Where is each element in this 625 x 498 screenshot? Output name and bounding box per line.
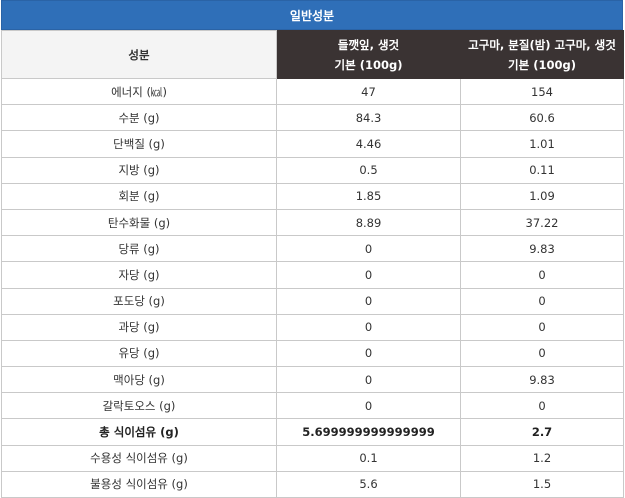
table-row: 수용성 식이섬유 (g) 0.1 1.2 — [1, 444, 624, 472]
row-label: 불용성 식이섬유 (g) — [1, 470, 277, 498]
food-1-value: 5.6 — [276, 470, 461, 498]
food-1-value: 47 — [276, 77, 461, 106]
food-2-value: 0 — [460, 287, 624, 315]
column-header-food-2: 고구마, 분질(밤) 고구마, 생것 기본 (100g) — [460, 30, 624, 79]
food-2-value: 1.01 — [460, 130, 624, 158]
table-row: 지방 (g) 0.5 0.11 — [1, 156, 624, 184]
food-2-value: 1.2 — [460, 444, 624, 472]
table-row: 맥아당 (g) 0 9.83 — [1, 366, 624, 394]
table-row: 과당 (g) 0 0 — [1, 313, 624, 341]
row-label: 갈락토오스 (g) — [1, 392, 277, 420]
table-row: 갈락토오스 (g) 0 0 — [1, 392, 624, 420]
food-1-value: 0 — [276, 313, 461, 341]
nutrition-table: 성분 들깻잎, 생것 기본 (100g) 고구마, 분질(밤) 고구마, 생것 … — [1, 30, 624, 498]
row-label: 에너지 (㎉) — [1, 77, 277, 106]
food-1-value: 0.1 — [276, 444, 461, 472]
food-2-value: 60.6 — [460, 104, 624, 132]
row-label: 지방 (g) — [1, 156, 277, 184]
column-header-food-1: 들깻잎, 생것 기본 (100g) — [276, 30, 461, 79]
food-1-basis: 기본 (100g) — [334, 57, 403, 72]
table-row: 불용성 식이섬유 (g) 5.6 1.5 — [1, 470, 624, 498]
food-2-value: 1.5 — [460, 470, 624, 498]
row-label: 포도당 (g) — [1, 287, 277, 315]
food-1-value: 0 — [276, 235, 461, 263]
food-1-value: 0 — [276, 261, 461, 289]
row-label: 유당 (g) — [1, 339, 277, 368]
table-row-total-fiber: 총 식이섬유 (g) 5.699999999999999 2.7 — [1, 418, 624, 446]
food-1-value: 8.89 — [276, 208, 461, 237]
food-2-value: 1.09 — [460, 182, 624, 210]
row-label: 총 식이섬유 (g) — [1, 418, 277, 446]
food-2-name: 고구마, 분질(밤) 고구마, 생것 — [468, 37, 616, 52]
food-1-value: 4.46 — [276, 130, 461, 158]
food-1-value: 84.3 — [276, 104, 461, 132]
food-2-value: 9.83 — [460, 366, 624, 394]
food-1-value: 0 — [276, 287, 461, 315]
row-label: 회분 (g) — [1, 182, 277, 210]
table-row: 회분 (g) 1.85 1.09 — [1, 182, 624, 210]
table-row: 에너지 (㎉) 47 154 — [1, 77, 624, 106]
table-row: 탄수화물 (g) 8.89 37.22 — [1, 208, 624, 237]
food-2-value: 0 — [460, 339, 624, 368]
food-1-value: 0 — [276, 339, 461, 368]
row-label: 당류 (g) — [1, 235, 277, 263]
food-2-basis: 기본 (100g) — [508, 57, 576, 72]
section-title: 일반성분 — [1, 0, 623, 30]
header-row: 성분 들깻잎, 생것 기본 (100g) 고구마, 분질(밤) 고구마, 생것 … — [1, 30, 624, 79]
food-1-value: 0 — [276, 366, 461, 394]
row-label: 과당 (g) — [1, 313, 277, 341]
table-row: 당류 (g) 0 9.83 — [1, 235, 624, 263]
food-2-value: 0.11 — [460, 156, 624, 184]
row-label: 자당 (g) — [1, 261, 277, 289]
food-2-value: 9.83 — [460, 235, 624, 263]
table-row: 자당 (g) 0 0 — [1, 261, 624, 289]
row-label: 수분 (g) — [1, 104, 277, 132]
food-2-value: 2.7 — [460, 418, 624, 446]
food-2-value: 154 — [460, 77, 624, 106]
food-1-name: 들깻잎, 생것 — [337, 37, 400, 52]
food-1-value: 0.5 — [276, 156, 461, 184]
table-row: 포도당 (g) 0 0 — [1, 287, 624, 315]
table-row: 단백질 (g) 4.46 1.01 — [1, 130, 624, 158]
row-label: 수용성 식이섬유 (g) — [1, 444, 277, 472]
row-label: 맥아당 (g) — [1, 366, 277, 394]
food-2-value: 37.22 — [460, 208, 624, 237]
food-1-value: 1.85 — [276, 182, 461, 210]
food-2-value: 0 — [460, 313, 624, 341]
food-2-value: 0 — [460, 392, 624, 420]
row-label: 탄수화물 (g) — [1, 208, 277, 237]
table-row: 유당 (g) 0 0 — [1, 339, 624, 368]
column-header-component: 성분 — [1, 30, 277, 79]
food-2-value: 0 — [460, 261, 624, 289]
table-row: 수분 (g) 84.3 60.6 — [1, 104, 624, 132]
row-label: 단백질 (g) — [1, 130, 277, 158]
food-1-value: 5.699999999999999 — [276, 418, 461, 446]
food-1-value: 0 — [276, 392, 461, 420]
